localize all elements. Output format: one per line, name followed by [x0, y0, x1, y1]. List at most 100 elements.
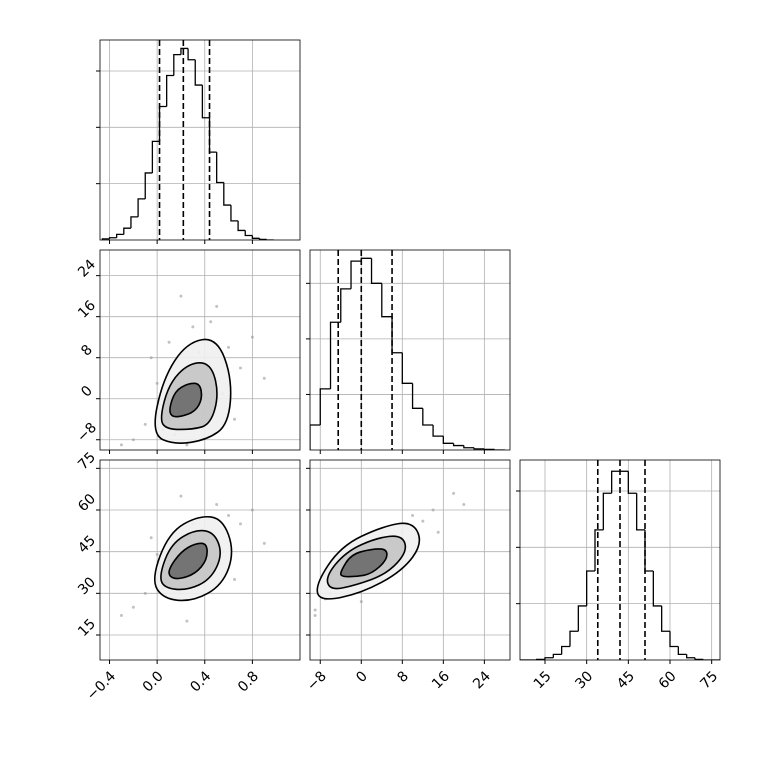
y-tick-label: 0 [78, 383, 96, 401]
histogram [310, 250, 505, 450]
x-tick-label: 0.8 [235, 668, 262, 695]
hist-bin [137, 198, 146, 217]
scatter-point [185, 619, 189, 623]
hist-bin [569, 630, 579, 647]
scatter-point [167, 340, 171, 344]
y-tick-label: 24 [75, 257, 99, 281]
scatter-point [359, 600, 363, 604]
panel-frame [99, 459, 301, 661]
scatter-point [313, 608, 317, 612]
hist-bin [452, 443, 464, 447]
x-tick-label: 30 [572, 668, 596, 692]
scatter-point [143, 422, 147, 426]
pair-panel [313, 491, 466, 618]
hist-bin [116, 233, 124, 238]
hist-bin [201, 85, 210, 119]
hist-bin [627, 471, 637, 494]
hist-bin [473, 447, 485, 450]
scatter-point [119, 443, 123, 447]
scatter-point [250, 508, 254, 512]
scatter-point [262, 376, 266, 380]
hist-bin [187, 48, 196, 61]
contour [169, 382, 203, 418]
hist-bin [208, 117, 217, 153]
hist-bin [577, 605, 587, 632]
x-tick-label: 24 [470, 668, 494, 692]
hist-bin [130, 216, 139, 229]
x-tick-label: 0.4 [187, 668, 214, 695]
scatter-point [215, 304, 219, 308]
scatter-point [452, 491, 456, 495]
hist-bin [251, 235, 260, 239]
hist-bin [223, 182, 231, 206]
histogram [520, 460, 720, 660]
hist-bin [661, 605, 670, 632]
pair-panel [119, 494, 266, 623]
hist-bin [370, 258, 382, 284]
hist-bin [669, 631, 679, 648]
scatter-point [227, 514, 231, 518]
scatter-point [313, 614, 317, 618]
hist-bin [594, 529, 604, 571]
x-tick-label: 60 [656, 668, 680, 692]
scatter-point [131, 605, 135, 609]
panel-frame [309, 249, 511, 451]
y-tick-label: 45 [75, 533, 99, 557]
scatter-point [119, 614, 123, 618]
scatter-point [149, 356, 153, 360]
scatter-point [262, 541, 266, 545]
hist-bin [677, 646, 687, 656]
scatter-point [155, 381, 159, 385]
hist-bin [411, 383, 423, 409]
hist-bin [544, 657, 554, 660]
scatter-point [250, 335, 254, 339]
hist-bin [319, 388, 331, 425]
y-tick-label: −8 [74, 420, 100, 446]
hist-bin [586, 570, 595, 606]
hist-bin [173, 53, 181, 76]
scatter-point [411, 514, 415, 518]
hist-bin [237, 220, 246, 232]
scatter-point [143, 591, 147, 595]
hist-bin [144, 172, 153, 199]
y-tick-label: 60 [75, 491, 99, 515]
hist-bin [340, 288, 352, 323]
hist-bin [652, 570, 662, 607]
hist-bin [151, 140, 160, 173]
scatter-point [191, 325, 195, 329]
x-tick-label: 0 [353, 668, 371, 686]
x-tick-label: 16 [429, 668, 453, 692]
x-tick-label: 0.0 [140, 668, 167, 695]
scatter-point [131, 438, 135, 442]
hist-bin [216, 152, 224, 184]
hist-bin [644, 529, 654, 572]
x-tick-label: −0.4 [84, 668, 119, 703]
hist-bin [602, 492, 612, 530]
hist-bin [636, 493, 645, 531]
hist-bin [561, 645, 570, 655]
hist-bin [611, 470, 620, 494]
scatter-point [238, 366, 242, 370]
hist-bin [694, 657, 704, 660]
hist-bin [230, 205, 239, 222]
hist-bin [258, 238, 267, 240]
y-tick-label: 15 [75, 616, 99, 640]
scatter-point [233, 577, 237, 581]
x-tick-label: 45 [614, 668, 638, 692]
contour [168, 542, 208, 580]
x-tick-label: 8 [394, 668, 412, 686]
scatter-point [179, 494, 183, 498]
scatter-point [436, 530, 440, 534]
y-tick-label: 8 [78, 342, 96, 360]
hist-bin [432, 425, 444, 437]
scatter-point [179, 294, 183, 298]
panel-frame [519, 459, 721, 661]
hist-bin [158, 105, 167, 142]
panel-frame [99, 249, 301, 451]
hist-bin [401, 352, 413, 384]
scatter-point [185, 443, 189, 447]
hist-bin [552, 653, 562, 658]
hist-bin [360, 257, 372, 262]
hist-bin [442, 436, 454, 444]
